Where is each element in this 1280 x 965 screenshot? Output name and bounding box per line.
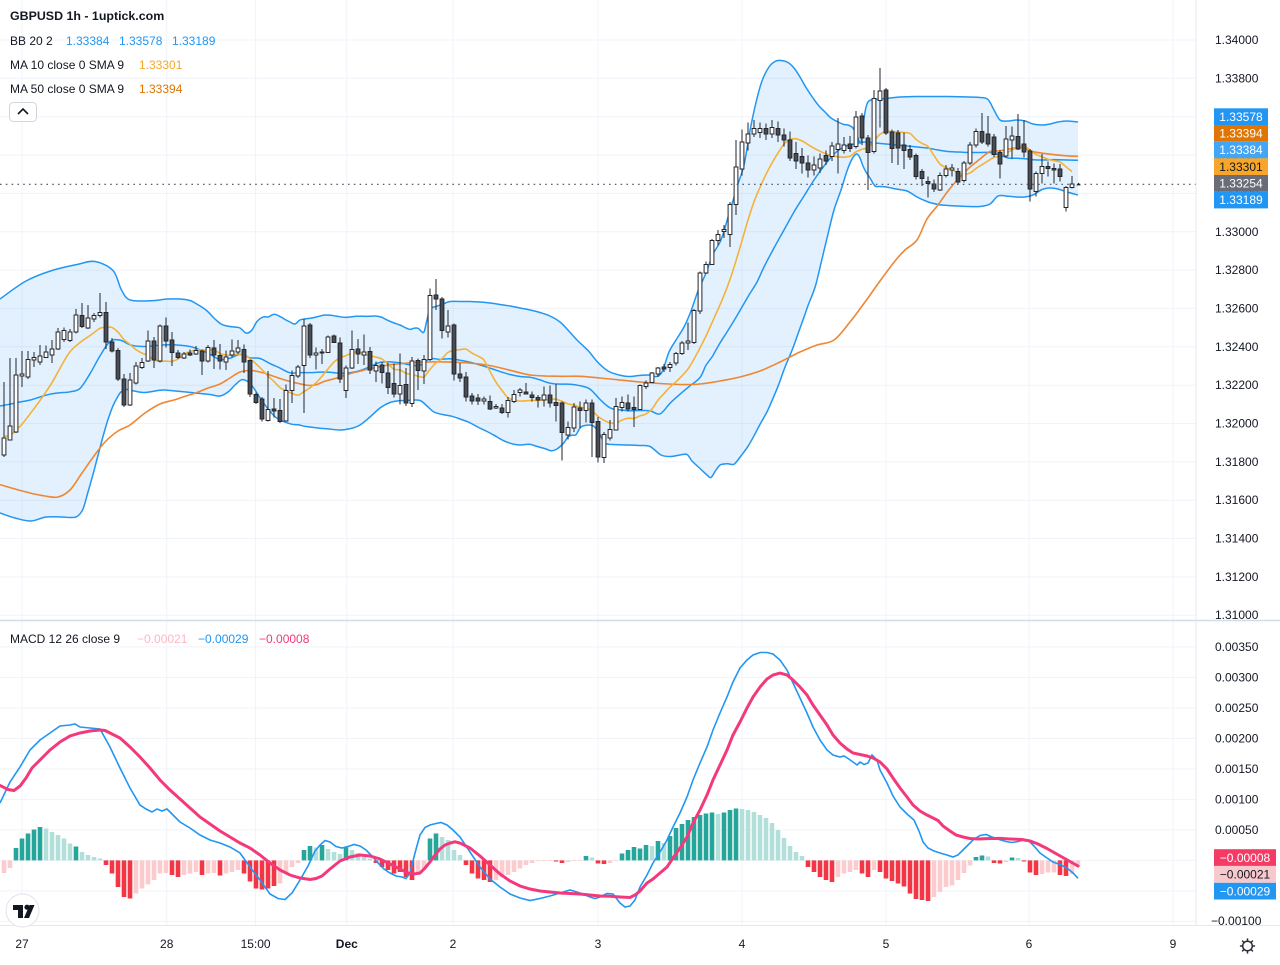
svg-text:15:00: 15:00 — [241, 937, 271, 951]
svg-text:0.00100: 0.00100 — [1215, 792, 1259, 806]
svg-text:28: 28 — [160, 937, 174, 951]
svg-text:1.31400: 1.31400 — [1215, 532, 1259, 546]
svg-text:1.32600: 1.32600 — [1215, 301, 1259, 315]
svg-text:BB 20 2: BB 20 2 — [10, 34, 53, 48]
svg-text:1.33578: 1.33578 — [119, 34, 163, 48]
svg-text:1.33384: 1.33384 — [66, 34, 110, 48]
svg-text:1.33000: 1.33000 — [1215, 225, 1259, 239]
svg-text:MA 50 close 0 SMA 9: MA 50 close 0 SMA 9 — [10, 82, 124, 96]
svg-text:1.33301: 1.33301 — [139, 58, 183, 72]
svg-text:1.33578: 1.33578 — [1219, 110, 1263, 124]
svg-text:1.33301: 1.33301 — [1219, 160, 1263, 174]
svg-text:0.00300: 0.00300 — [1215, 670, 1259, 684]
svg-text:1.32200: 1.32200 — [1215, 378, 1259, 392]
svg-text:27: 27 — [15, 937, 29, 951]
svg-text:1.31200: 1.31200 — [1215, 570, 1259, 584]
svg-text:−0.00008: −0.00008 — [259, 632, 310, 646]
svg-text:0.00250: 0.00250 — [1215, 701, 1259, 715]
svg-text:1.33189: 1.33189 — [172, 34, 216, 48]
svg-text:1.33394: 1.33394 — [1219, 127, 1263, 141]
svg-text:1.33189: 1.33189 — [1219, 193, 1263, 207]
svg-text:−0.00029: −0.00029 — [1220, 884, 1271, 898]
svg-text:1.32000: 1.32000 — [1215, 417, 1259, 431]
svg-text:5: 5 — [883, 937, 890, 951]
svg-text:GBPUSD 1h - 1uptick.com: GBPUSD 1h - 1uptick.com — [10, 9, 164, 23]
svg-text:1.31800: 1.31800 — [1215, 455, 1259, 469]
svg-text:−0.00029: −0.00029 — [198, 632, 249, 646]
svg-text:1.34000: 1.34000 — [1215, 33, 1259, 47]
svg-text:1.31600: 1.31600 — [1215, 493, 1259, 507]
svg-text:0.00050: 0.00050 — [1215, 823, 1259, 837]
svg-text:−0.00100: −0.00100 — [1211, 914, 1262, 928]
svg-text:Dec: Dec — [336, 937, 358, 951]
svg-text:−0.00021: −0.00021 — [1220, 868, 1271, 882]
svg-text:1.32800: 1.32800 — [1215, 263, 1259, 277]
svg-text:−0.00008: −0.00008 — [1220, 851, 1271, 865]
svg-text:6: 6 — [1026, 937, 1033, 951]
svg-text:MA 10 close 0 SMA 9: MA 10 close 0 SMA 9 — [10, 58, 124, 72]
svg-text:0.00350: 0.00350 — [1215, 640, 1259, 654]
svg-text:1.32400: 1.32400 — [1215, 340, 1259, 354]
svg-text:1.31000: 1.31000 — [1215, 608, 1259, 622]
svg-text:0.00200: 0.00200 — [1215, 731, 1259, 745]
svg-text:9: 9 — [1170, 937, 1177, 951]
svg-text:4: 4 — [739, 937, 746, 951]
svg-text:1.33800: 1.33800 — [1215, 71, 1259, 85]
svg-text:0.00150: 0.00150 — [1215, 762, 1259, 776]
svg-text:−0.00021: −0.00021 — [137, 632, 188, 646]
svg-text:1.33384: 1.33384 — [1219, 143, 1263, 157]
svg-text:1.33254: 1.33254 — [1219, 177, 1263, 191]
svg-text:MACD 12 26 close 9: MACD 12 26 close 9 — [10, 632, 120, 646]
svg-text:3: 3 — [595, 937, 602, 951]
svg-text:2: 2 — [450, 937, 457, 951]
svg-text:1.33394: 1.33394 — [139, 82, 183, 96]
